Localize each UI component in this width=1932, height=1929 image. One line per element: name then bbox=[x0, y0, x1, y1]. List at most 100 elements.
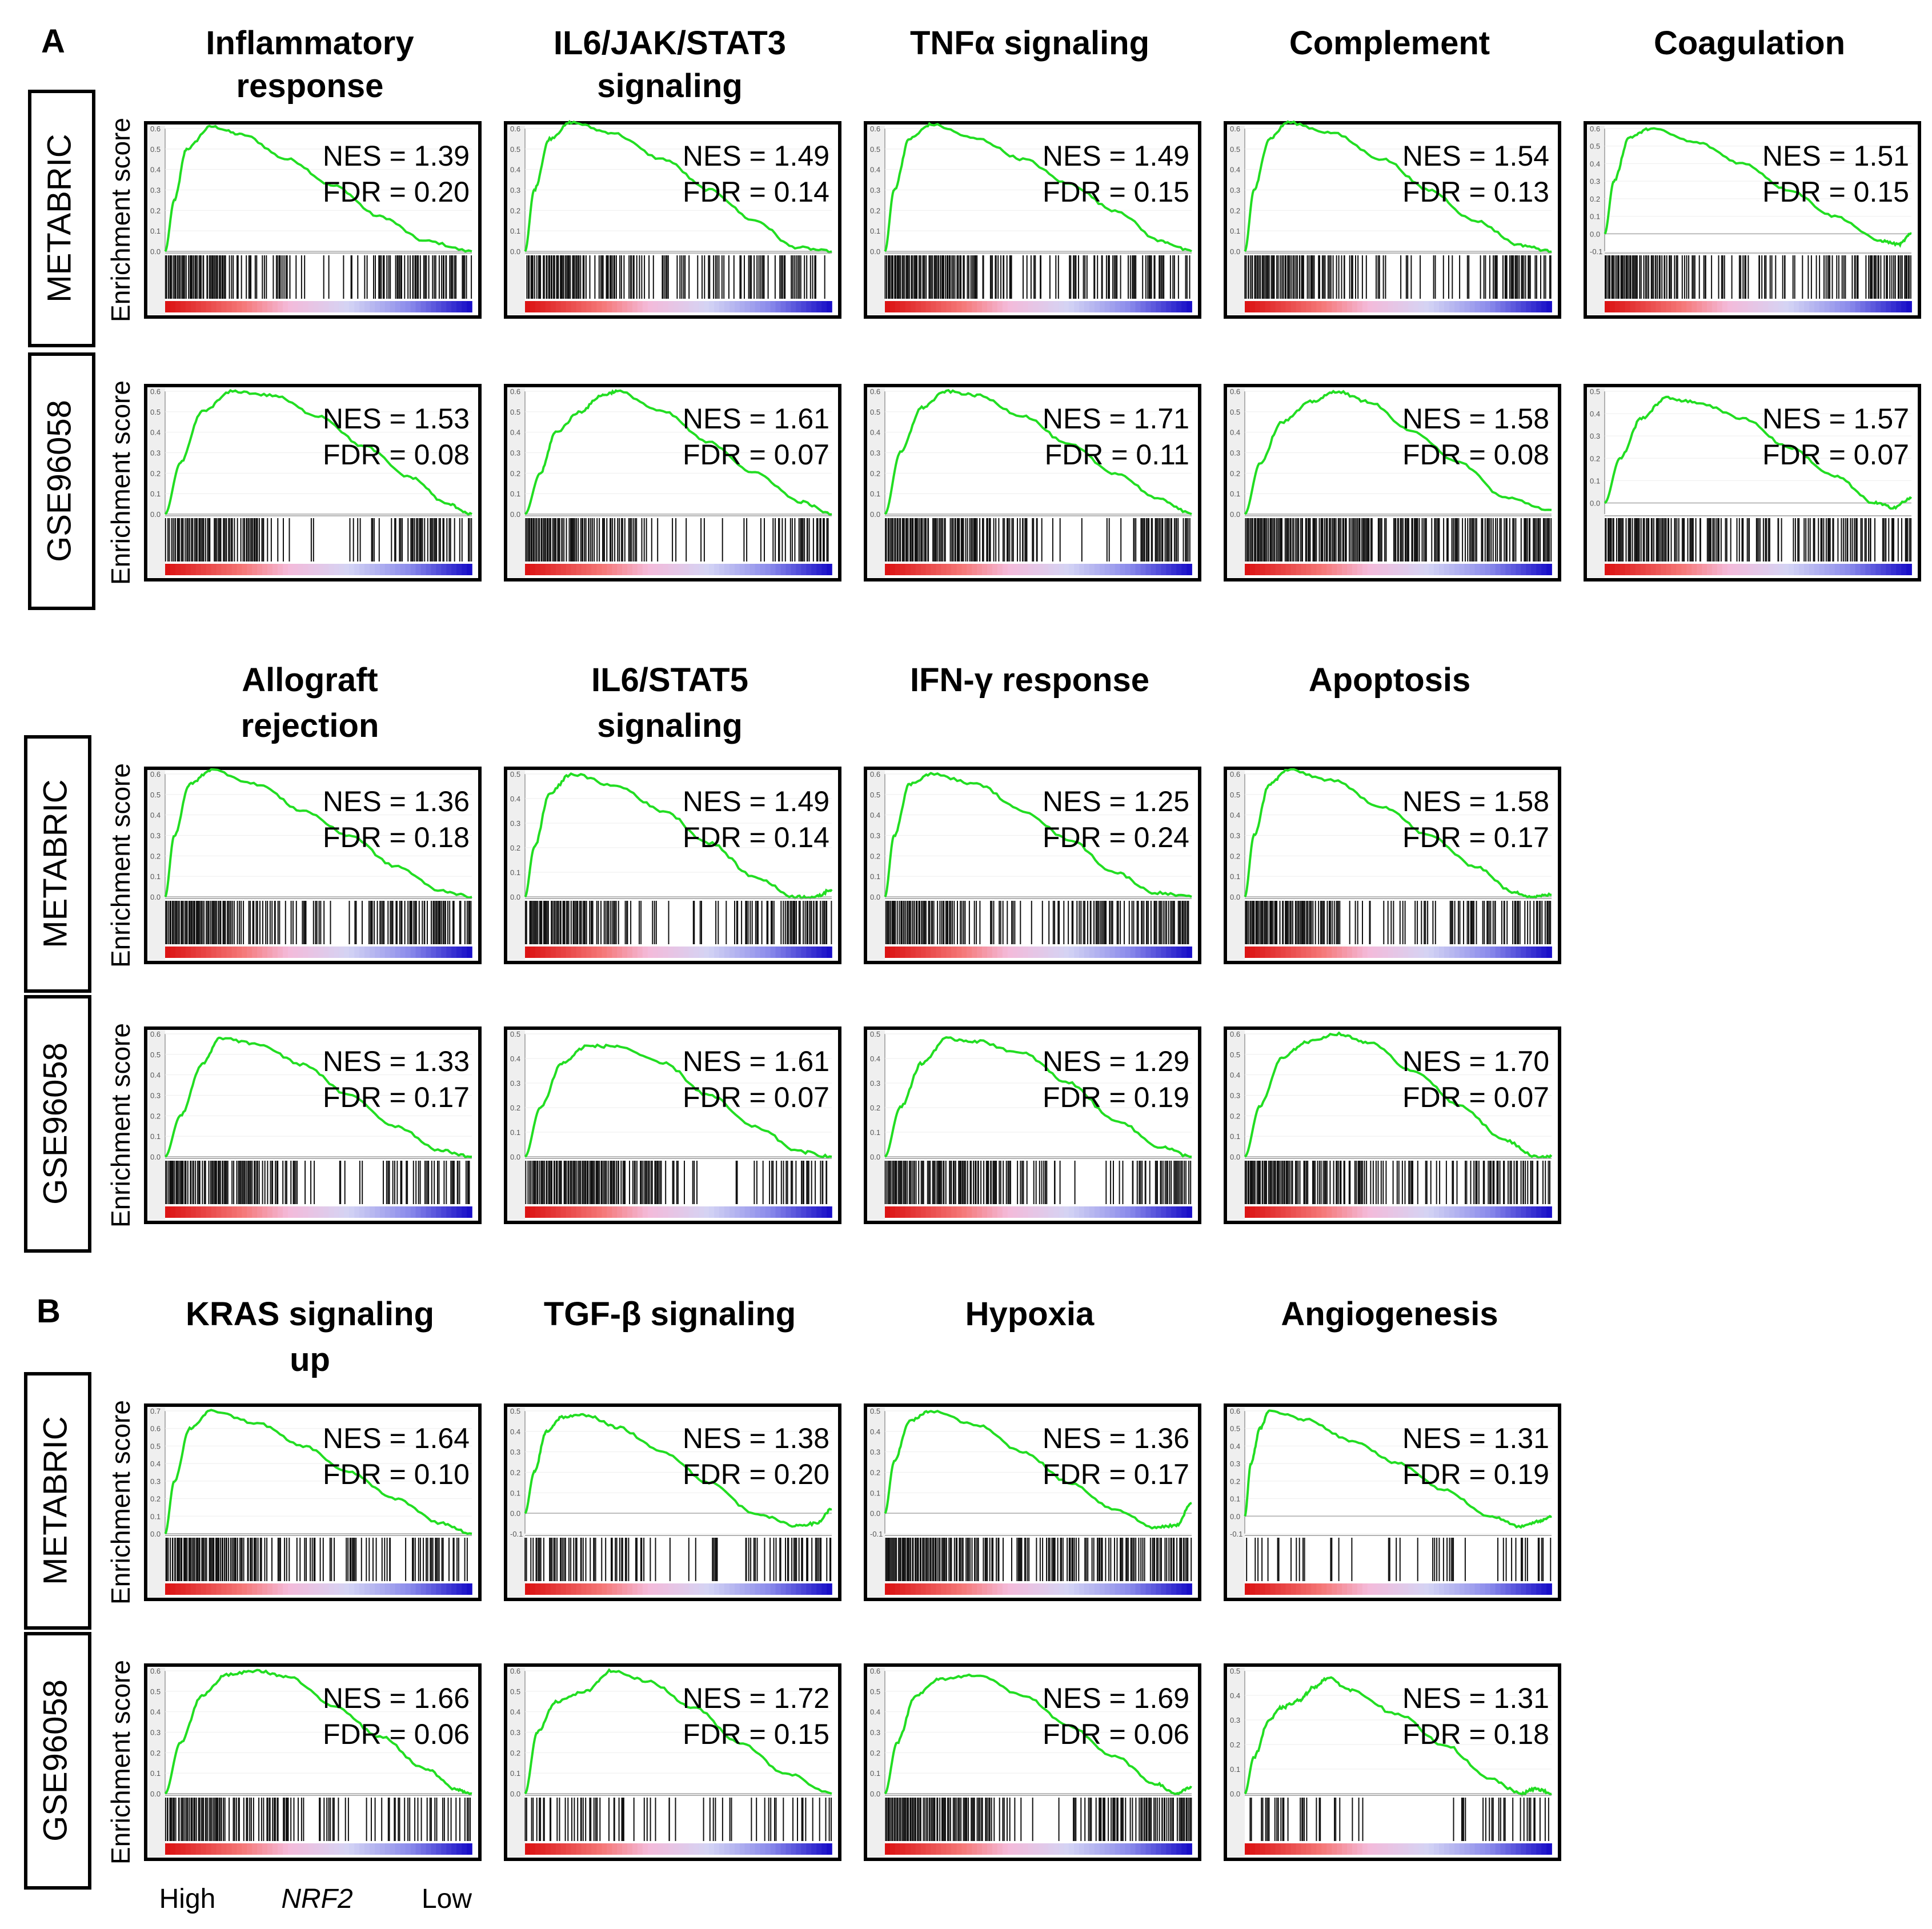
rank-color-segment bbox=[410, 1206, 416, 1218]
rank-color-segment bbox=[1722, 301, 1728, 312]
y-tick-label: 0.3 bbox=[150, 1477, 161, 1486]
nes-label: NES = 1.54 bbox=[1402, 140, 1549, 172]
rank-color-segment bbox=[729, 1583, 735, 1595]
rank-color-segment bbox=[1357, 1583, 1363, 1595]
nes-label: NES = 1.64 bbox=[323, 1422, 470, 1454]
enrichment-curve bbox=[1604, 395, 1913, 510]
rank-color-segment bbox=[318, 564, 324, 575]
rank-color-segment bbox=[545, 301, 551, 312]
rank-color-segment bbox=[1275, 301, 1281, 312]
rank-color-segment bbox=[770, 947, 776, 958]
rank-color-segment bbox=[1332, 564, 1337, 575]
rank-color-segment bbox=[1434, 564, 1440, 575]
rank-color-segment bbox=[354, 301, 360, 312]
y-tick-label: 0.5 bbox=[1230, 408, 1240, 416]
rank-color-segment bbox=[941, 564, 947, 575]
rank-color-segment bbox=[642, 564, 648, 575]
rank-color-segment bbox=[287, 1206, 294, 1218]
rank-color-segment bbox=[277, 1843, 283, 1855]
rank-color-segment bbox=[1064, 947, 1070, 958]
rank-color-segment bbox=[982, 564, 988, 575]
rank-color-segment bbox=[956, 947, 963, 958]
rank-color-segment bbox=[571, 564, 577, 575]
rank-color-segment bbox=[364, 301, 370, 312]
y-tick-label: 0.6 bbox=[1230, 1030, 1240, 1038]
rank-color-segment bbox=[1711, 564, 1718, 575]
rank-color-segment bbox=[770, 1206, 776, 1218]
rank-color-segment bbox=[1490, 947, 1496, 958]
rank-color-segment bbox=[1372, 564, 1378, 575]
rank-color-segment bbox=[379, 301, 386, 312]
y-tick-label: 0.2 bbox=[510, 206, 520, 215]
enrichment-curve bbox=[884, 388, 1192, 515]
rank-color-strip bbox=[525, 301, 832, 312]
rank-color-segment bbox=[257, 1206, 263, 1218]
y-tick-label: 0.6 bbox=[1230, 770, 1240, 779]
rank-color-segment bbox=[1043, 947, 1049, 958]
rank-color-segment bbox=[895, 301, 901, 312]
rank-color-segment bbox=[349, 564, 355, 575]
rank-color-segment bbox=[1454, 564, 1460, 575]
y-tick-label: 0.1 bbox=[150, 1512, 161, 1521]
rank-color-strip bbox=[165, 1843, 472, 1855]
rank-color-segment bbox=[1002, 947, 1008, 958]
y-tick-label: 0.6 bbox=[1230, 387, 1240, 396]
rank-color-segment bbox=[1337, 564, 1342, 575]
rank-color-segment bbox=[216, 1206, 222, 1218]
rank-color-segment bbox=[364, 947, 370, 958]
rank-color-segment bbox=[1023, 1206, 1029, 1218]
panel-label-a: A bbox=[41, 23, 65, 60]
rank-color-segment bbox=[1789, 301, 1794, 312]
rank-color-segment bbox=[1357, 1206, 1363, 1218]
rank-color-segment bbox=[1249, 301, 1256, 312]
rank-color-segment bbox=[1089, 1583, 1095, 1595]
rank-color-segment bbox=[1347, 947, 1353, 958]
y-tick-label: 0.1 bbox=[150, 1769, 161, 1778]
rank-color-segment bbox=[415, 947, 422, 958]
rank-color-segment bbox=[1002, 1583, 1008, 1595]
rank-color-segment bbox=[262, 301, 268, 312]
rank-color-segment bbox=[1413, 564, 1420, 575]
rank-color-segment bbox=[1707, 564, 1713, 575]
y-tick-label: 0.3 bbox=[510, 1448, 520, 1457]
rank-color-segment bbox=[658, 1583, 664, 1595]
rank-color-segment bbox=[967, 1206, 972, 1218]
rank-color-segment bbox=[821, 564, 827, 575]
rank-color-segment bbox=[1048, 947, 1055, 958]
rank-color-segment bbox=[1886, 564, 1892, 575]
rank-color-segment bbox=[1285, 1206, 1292, 1218]
rank-color-segment bbox=[201, 1843, 207, 1855]
rank-color-segment bbox=[292, 1583, 299, 1595]
rank-color-segment bbox=[816, 1583, 822, 1595]
enrichment-curve bbox=[524, 389, 832, 516]
y-tick-label: 0.0 bbox=[870, 247, 880, 256]
rank-color-segment bbox=[811, 947, 817, 958]
rank-color-segment bbox=[328, 947, 335, 958]
rank-color-segment bbox=[1290, 301, 1297, 312]
rank-color-segment bbox=[1469, 1583, 1476, 1595]
rank-color-segment bbox=[735, 564, 740, 575]
column-title: IL6/JAK/STAT3 bbox=[554, 25, 786, 62]
rank-color-segment bbox=[709, 1206, 715, 1218]
hit-barcode bbox=[885, 901, 1189, 944]
rank-color-segment bbox=[688, 301, 695, 312]
hit-barcode bbox=[165, 255, 472, 299]
rank-color-segment bbox=[591, 564, 598, 575]
nes-label: NES = 1.49 bbox=[1043, 140, 1189, 172]
rank-color-segment bbox=[292, 301, 299, 312]
rank-color-segment bbox=[1321, 1583, 1328, 1595]
hit-barcode bbox=[524, 901, 832, 944]
rank-color-segment bbox=[1140, 564, 1147, 575]
rank-color-segment bbox=[576, 1206, 582, 1218]
rank-color-segment bbox=[359, 301, 365, 312]
rank-color-segment bbox=[895, 1583, 901, 1595]
rank-color-segment bbox=[550, 1206, 556, 1218]
rank-color-segment bbox=[420, 1206, 427, 1218]
rank-color-segment bbox=[257, 1843, 263, 1855]
rank-color-segment bbox=[395, 947, 401, 958]
rank-color-segment bbox=[566, 1583, 572, 1595]
fdr-label: FDR = 0.20 bbox=[683, 1458, 829, 1490]
rank-color-segment bbox=[1089, 301, 1095, 312]
rank-color-segment bbox=[1033, 564, 1039, 575]
